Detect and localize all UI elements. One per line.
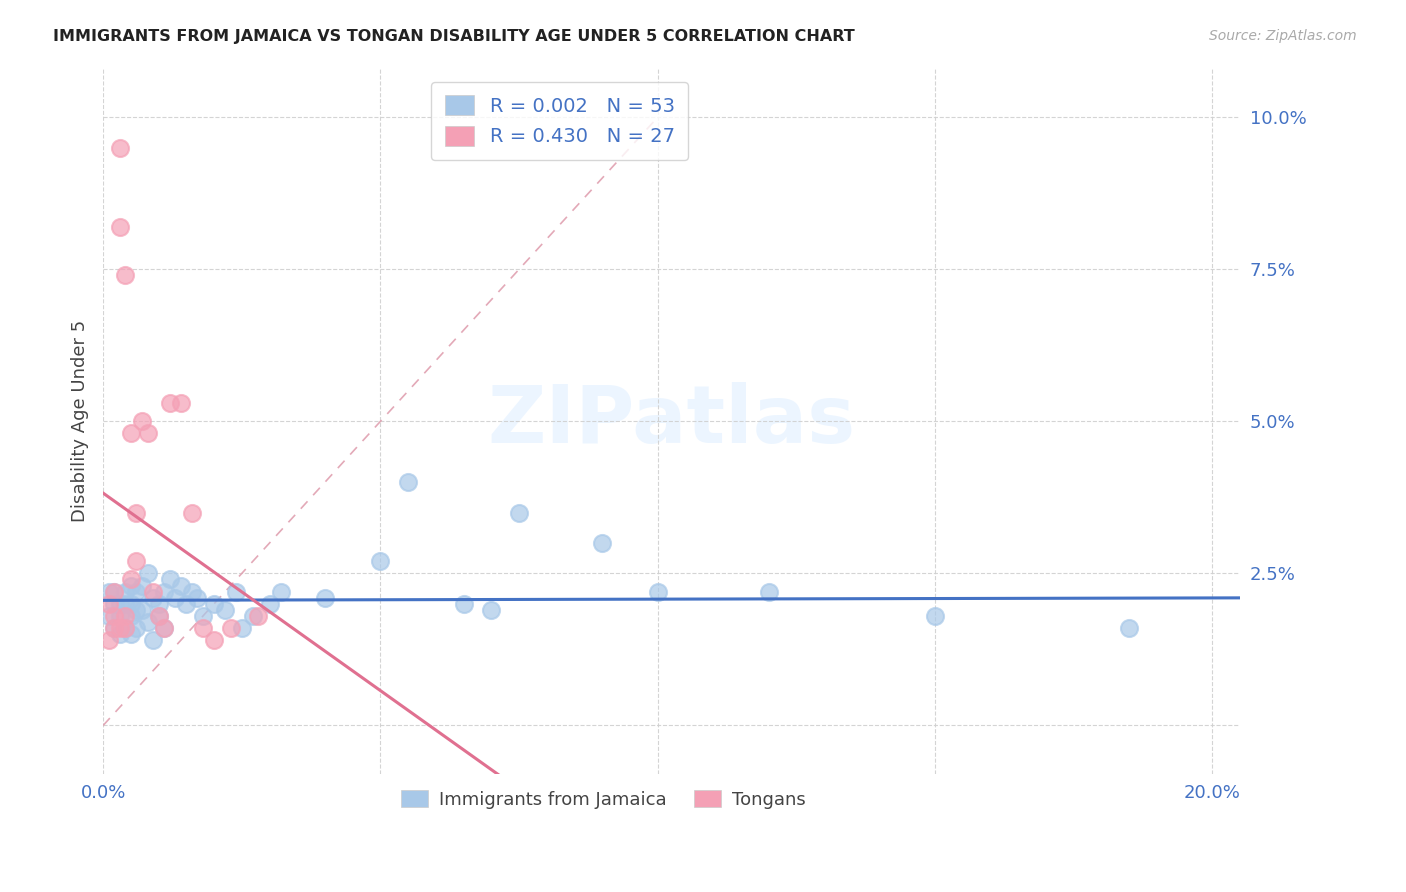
Point — [396, 475, 419, 490]
Point — [180, 584, 202, 599]
Point — [148, 609, 170, 624]
Point — [259, 597, 281, 611]
Point — [758, 584, 780, 599]
Point — [97, 633, 120, 648]
Point — [125, 506, 148, 520]
Text: ZIPatlas: ZIPatlas — [488, 383, 856, 460]
Point — [270, 584, 292, 599]
Point — [142, 633, 165, 648]
Point — [153, 584, 176, 599]
Point — [176, 597, 198, 611]
Point — [231, 621, 253, 635]
Point — [153, 621, 176, 635]
Point — [108, 140, 131, 154]
Point — [103, 584, 125, 599]
Legend: Immigrants from Jamaica, Tongans: Immigrants from Jamaica, Tongans — [394, 783, 813, 816]
Point — [108, 621, 131, 635]
Point — [165, 591, 187, 605]
Point — [142, 584, 165, 599]
Point — [186, 591, 208, 605]
Point — [114, 609, 136, 624]
Point — [103, 609, 125, 624]
Point — [131, 578, 153, 592]
Point — [108, 609, 131, 624]
Point — [479, 603, 502, 617]
Point — [247, 609, 270, 624]
Point — [120, 609, 142, 624]
Point — [453, 597, 475, 611]
Point — [219, 621, 242, 635]
Point — [370, 554, 392, 568]
Point — [125, 603, 148, 617]
Point — [125, 554, 148, 568]
Point — [97, 609, 120, 624]
Point — [103, 621, 125, 635]
Point — [159, 573, 181, 587]
Point — [131, 414, 153, 428]
Point — [131, 603, 153, 617]
Point — [647, 584, 669, 599]
Point — [142, 591, 165, 605]
Point — [136, 615, 159, 629]
Point — [108, 627, 131, 641]
Point — [170, 578, 193, 592]
Text: IMMIGRANTS FROM JAMAICA VS TONGAN DISABILITY AGE UNDER 5 CORRELATION CHART: IMMIGRANTS FROM JAMAICA VS TONGAN DISABI… — [53, 29, 855, 44]
Point — [214, 603, 236, 617]
Point — [103, 597, 125, 611]
Point — [202, 633, 225, 648]
Point — [114, 621, 136, 635]
Point — [103, 584, 125, 599]
Point — [191, 621, 214, 635]
Point — [591, 536, 613, 550]
Point — [191, 609, 214, 624]
Point — [1118, 621, 1140, 635]
Point — [114, 597, 136, 611]
Point — [114, 268, 136, 283]
Point — [97, 584, 120, 599]
Point — [97, 597, 120, 611]
Point — [153, 621, 176, 635]
Point — [114, 621, 136, 635]
Y-axis label: Disability Age Under 5: Disability Age Under 5 — [72, 320, 89, 523]
Point — [120, 597, 142, 611]
Point — [103, 621, 125, 635]
Point — [202, 597, 225, 611]
Point — [108, 219, 131, 234]
Point — [136, 566, 159, 581]
Point — [242, 609, 264, 624]
Point — [148, 597, 170, 611]
Point — [108, 597, 131, 611]
Point — [114, 584, 136, 599]
Point — [136, 426, 159, 441]
Point — [159, 396, 181, 410]
Point — [148, 609, 170, 624]
Point — [125, 621, 148, 635]
Point — [170, 396, 193, 410]
Point — [120, 573, 142, 587]
Text: Source: ZipAtlas.com: Source: ZipAtlas.com — [1209, 29, 1357, 43]
Point — [120, 426, 142, 441]
Point — [125, 584, 148, 599]
Point — [180, 506, 202, 520]
Point — [924, 609, 946, 624]
Point — [225, 584, 247, 599]
Point — [120, 578, 142, 592]
Point — [120, 627, 142, 641]
Point — [314, 591, 336, 605]
Point — [508, 506, 530, 520]
